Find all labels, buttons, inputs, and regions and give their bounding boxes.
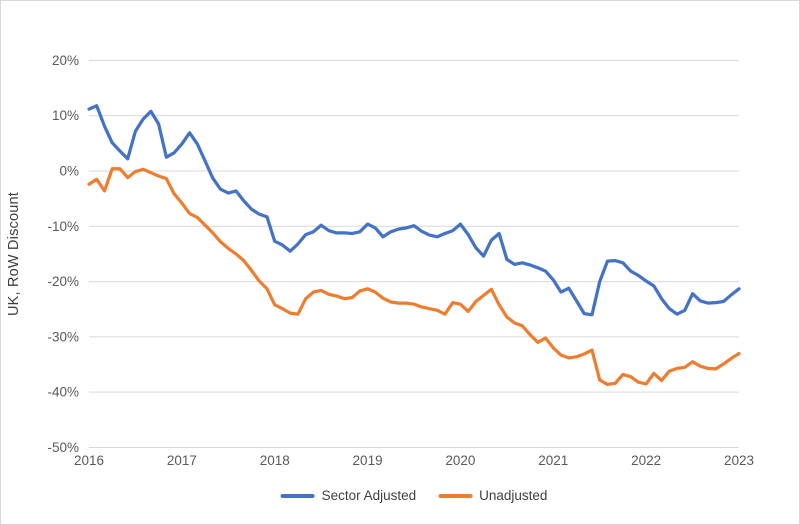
x-tick-label: 2022 bbox=[631, 453, 661, 468]
y-tick-label: -40% bbox=[47, 385, 79, 400]
legend-label-unadjusted: Unadjusted bbox=[479, 488, 548, 503]
y-tick-label: -20% bbox=[47, 274, 79, 289]
x-tick-label: 2019 bbox=[353, 453, 383, 468]
y-tick-label: 20% bbox=[52, 53, 79, 68]
sector-adjusted-line-swatch bbox=[280, 493, 315, 498]
legend-label-sector-adjusted: Sector Adjusted bbox=[321, 488, 417, 503]
sector-adjusted-line bbox=[87, 104, 741, 317]
unadjusted-line bbox=[87, 167, 741, 387]
chart-legend: Sector Adjusted Unadjusted bbox=[280, 488, 547, 503]
y-axis-title: UK, RoW Discount bbox=[6, 191, 22, 317]
unadjusted-line-swatch bbox=[438, 493, 473, 498]
x-tick-label: 2021 bbox=[538, 453, 568, 468]
y-tick-label: 10% bbox=[52, 108, 79, 123]
y-tick-label: 0% bbox=[59, 164, 79, 179]
legend-item-unadjusted: Unadjusted bbox=[438, 488, 547, 503]
x-tick-label: 2018 bbox=[260, 453, 290, 468]
x-tick-label: 2016 bbox=[74, 453, 104, 468]
y-tick-label: -10% bbox=[47, 219, 79, 234]
y-tick-label: -50% bbox=[47, 440, 79, 455]
legend-item-sector-adjusted: Sector Adjusted bbox=[280, 488, 417, 503]
x-tick-label: 2023 bbox=[724, 453, 754, 468]
y-tick-label: -30% bbox=[47, 329, 79, 344]
x-tick-label: 2020 bbox=[445, 453, 475, 468]
x-tick-label: 2017 bbox=[167, 453, 197, 468]
